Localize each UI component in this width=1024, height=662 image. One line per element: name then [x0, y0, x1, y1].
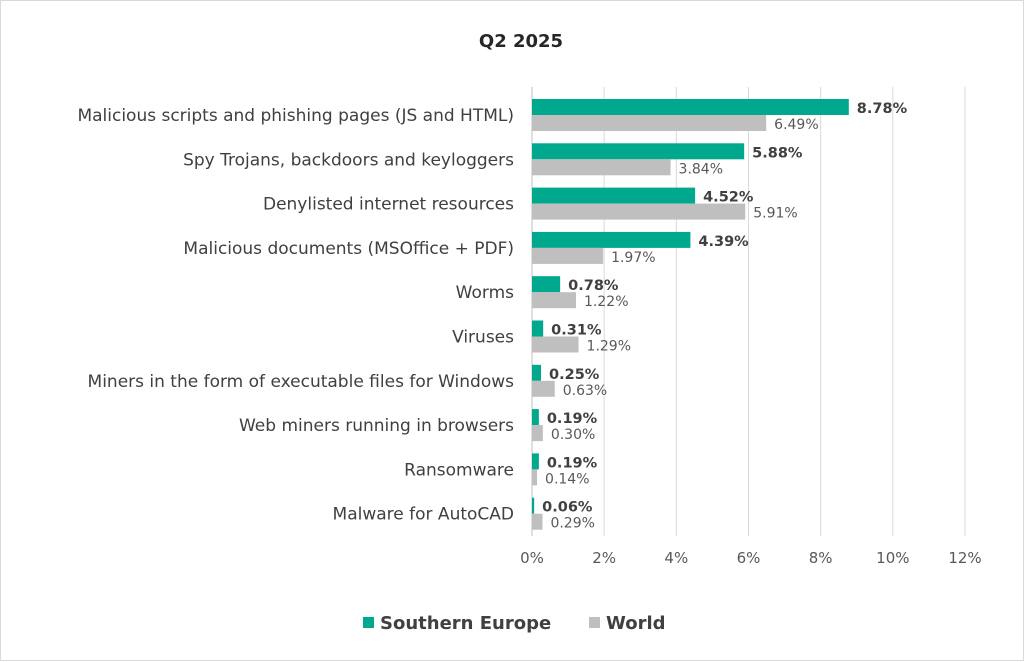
bar-world [532, 115, 767, 131]
data-label-world: 0.30% [551, 427, 595, 443]
data-label-southern-europe: 0.78% [568, 278, 619, 294]
x-tick-label: 10% [876, 549, 909, 567]
x-tick-label: 0% [520, 549, 544, 567]
bar-southern-europe [532, 99, 849, 115]
x-tick-label: 12% [948, 549, 981, 567]
category-label: Miners in the form of executable files f… [88, 372, 515, 392]
value-labels: 8.78% 6.49% 5.88% 3.84% 4.52%5.91%4.39% 1.97%… [542, 101, 907, 532]
category-label: Spy Trojans, backdoors and keyloggers [183, 150, 514, 170]
data-label-world: 6.49% [774, 117, 818, 133]
bar-world [532, 159, 671, 176]
category-label: Worms [456, 283, 514, 303]
bar-southern-europe [532, 364, 542, 381]
bar-southern-europe [532, 143, 745, 160]
x-tick-label: 8% [809, 549, 833, 567]
bar-world [532, 336, 579, 353]
x-tick-label: 6% [737, 549, 761, 567]
category-label: Malicious documents (MSOffice + PDF) [183, 239, 514, 259]
data-label-southern-europe: 4.52% [703, 190, 754, 206]
data-label-world: 1.29% [587, 339, 631, 355]
data-label-southern-europe: 8.78% [857, 101, 908, 117]
data-label-world: 5.91% [753, 206, 797, 222]
bar-world [532, 513, 543, 530]
data-label-southern-europe: 0.25% [549, 367, 600, 383]
bar-world [532, 380, 555, 397]
data-label-world: 1.97% [611, 250, 655, 266]
data-label-world: 0.29% [550, 516, 594, 532]
data-label-southern-europe: 0.06% [542, 500, 593, 516]
bar-world [532, 203, 746, 220]
data-label-southern-europe: 0.19% [547, 455, 598, 471]
category-label: Ransomware [404, 460, 514, 480]
legend-label-world: World [606, 613, 666, 634]
category-label: Malware for AutoCAD [333, 505, 514, 525]
bar-southern-europe [532, 320, 544, 337]
data-label-world: 3.84% [679, 161, 723, 177]
category-labels: Malicious scripts and phishing pages (JS… [77, 106, 514, 525]
category-label: Denylisted internet resources [263, 195, 514, 215]
bar-southern-europe [532, 276, 561, 293]
data-label-southern-europe: 4.39% [698, 234, 749, 250]
x-tick-label: 4% [664, 549, 688, 567]
bar-southern-europe [532, 453, 539, 470]
legend-label-southern-europe: Southern Europe [380, 613, 551, 634]
bar-world [532, 469, 538, 486]
bar-world [532, 292, 577, 309]
legend: Southern Europe World [363, 613, 666, 634]
x-axis-ticks: 0% 2% 4% 6% 8% 10% 12% [520, 549, 982, 567]
data-label-world: 1.22% [584, 294, 628, 310]
bar-world [532, 247, 604, 264]
bar-southern-europe [532, 497, 535, 514]
category-label: Viruses [452, 328, 514, 348]
bar-world [532, 425, 543, 442]
legend-swatch-southern-europe [363, 617, 374, 628]
data-label-world: 0.63% [563, 383, 607, 399]
bar-southern-europe [532, 409, 539, 426]
legend-swatch-world [589, 617, 600, 628]
data-label-southern-europe: 0.31% [551, 323, 602, 339]
bar-southern-europe [532, 231, 691, 248]
category-label: Web miners running in browsers [239, 416, 514, 436]
bar-southern-europe [532, 187, 696, 204]
data-label-world: 0.14% [545, 471, 589, 487]
data-label-southern-europe: 5.88% [752, 145, 803, 161]
category-label: Malicious scripts and phishing pages (JS… [77, 106, 514, 126]
data-label-southern-europe: 0.19% [547, 411, 598, 427]
x-tick-label: 2% [592, 549, 616, 567]
chart-title: Q2 2025 [479, 31, 563, 52]
bars [532, 99, 849, 530]
